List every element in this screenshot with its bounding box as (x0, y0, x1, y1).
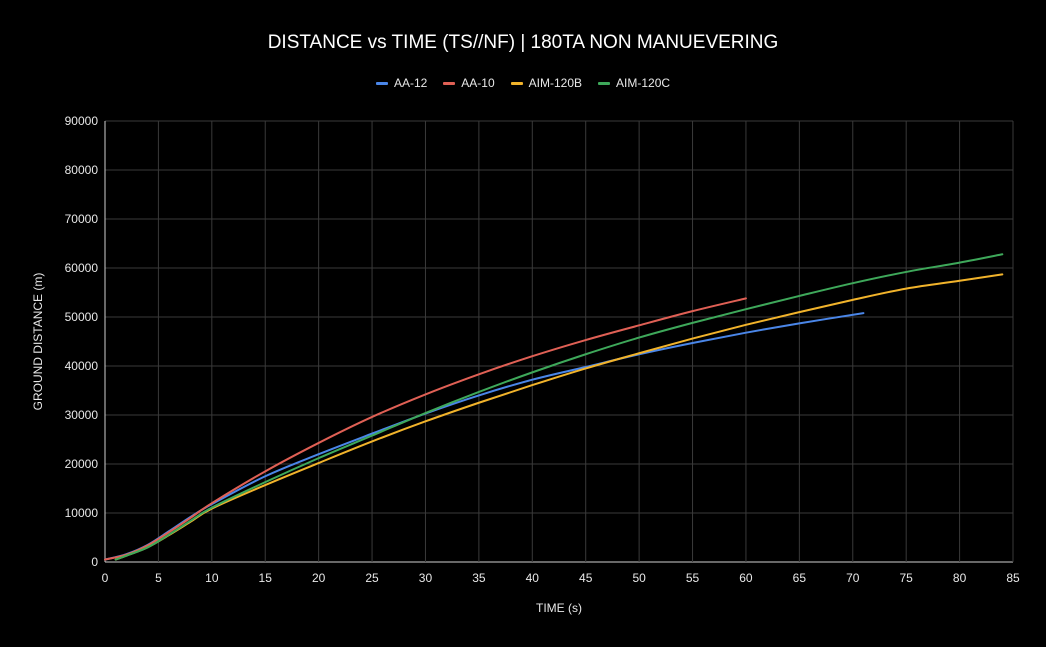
y-tick-label: 0 (91, 555, 98, 569)
x-tick-label: 50 (632, 571, 646, 585)
x-tick-label: 30 (419, 571, 433, 585)
series-lines (104, 253, 1004, 561)
legend-swatch (443, 81, 456, 85)
chart-title: DISTANCE vs TIME (TS//NF) | 180TA NON MA… (267, 32, 779, 53)
y-tick-label: 30000 (65, 408, 99, 422)
x-tick-label: 75 (899, 571, 913, 585)
legend-item: AIM-120B (510, 76, 583, 90)
x-tick-label: 25 (365, 571, 379, 585)
legend-label: AIM-120C (616, 76, 671, 90)
x-tick-label: 5 (155, 571, 162, 585)
x-tick-label: 55 (686, 571, 700, 585)
legend-swatch (375, 81, 388, 85)
legend-item: AIM-120C (598, 76, 670, 90)
legend-item: AA-12 (375, 76, 428, 90)
y-axis-title: GROUND DISTANCE (m) (31, 273, 45, 411)
y-tick-label: 50000 (65, 310, 99, 324)
series-line-aim-120c (114, 253, 1004, 561)
series-line-aa-12 (104, 312, 865, 561)
tick-labels: 0 10000 20000 30000 40000 50000 60000 70000 8000… (65, 114, 1020, 585)
legend-label: AA-12 (393, 76, 428, 90)
series-line-aa-10 (104, 297, 747, 561)
x-tick-label: 20 (312, 571, 326, 585)
x-tick-label: 70 (846, 571, 860, 585)
y-tick-label: 90000 (65, 114, 99, 128)
y-tick-label: 20000 (65, 457, 99, 471)
legend-item: AA-10 (443, 76, 495, 90)
x-tick-label: 65 (793, 571, 807, 585)
x-tick-label: 40 (526, 571, 540, 585)
x-tick-label: 80 (953, 571, 967, 585)
legend: AA-12 AA-10 AIM-120B AIM-120C (0, 76, 1046, 90)
x-axis-title: TIME (s) (536, 601, 582, 615)
x-tick-label: 15 (259, 571, 273, 585)
x-tick-label: 60 (739, 571, 753, 585)
x-tick-label: 10 (205, 571, 219, 585)
y-tick-label: 10000 (65, 506, 99, 520)
grid-lines (104, 120, 1014, 563)
x-tick-label: 35 (472, 571, 486, 585)
legend-label: AA-10 (461, 76, 495, 90)
y-tick-label: 40000 (65, 359, 99, 373)
legend-swatch (598, 81, 611, 85)
x-tick-label: 45 (579, 571, 593, 585)
y-tick-label: 80000 (65, 163, 99, 177)
y-tick-label: 60000 (65, 261, 99, 275)
legend-label: AIM-120B (528, 76, 583, 90)
y-tick-label: 70000 (65, 212, 99, 226)
x-tick-label: 0 (102, 571, 109, 585)
legend-swatch (510, 81, 523, 85)
x-tick-label: 85 (1006, 571, 1020, 585)
